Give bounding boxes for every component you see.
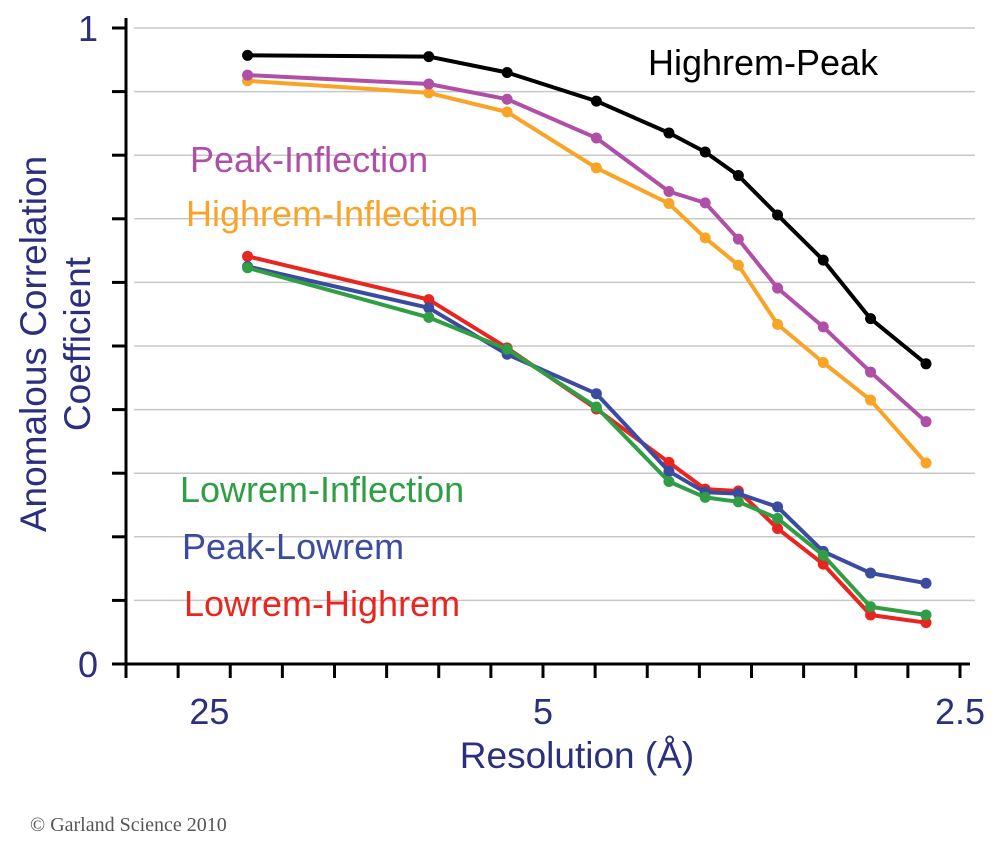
data-point-peak-inflection — [501, 93, 513, 105]
x-tick-label: 25 — [189, 691, 229, 732]
data-point-lowrem-inflection — [920, 609, 932, 621]
data-point-lowrem-inflection — [590, 401, 602, 413]
data-point-lowrem-inflection — [732, 496, 744, 508]
data-point-peak-inflection — [920, 416, 932, 428]
data-point-lowrem-highrem — [865, 609, 877, 621]
data-point-highrem-inflection — [920, 457, 932, 469]
data-point-lowrem-inflection — [772, 512, 784, 524]
data-point-highrem-peak — [423, 51, 435, 63]
data-point-peak-inflection — [590, 132, 602, 144]
legend-label-lowrem-highrem: Lowrem-Highrem — [184, 583, 460, 624]
data-point-highrem-inflection — [699, 232, 711, 244]
data-point-highrem-peak — [920, 358, 932, 370]
data-point-highrem-inflection — [501, 106, 513, 118]
series-line-peak-inflection — [245, 73, 928, 424]
data-point-peak-lowrem — [920, 577, 932, 589]
data-point-peak-inflection — [242, 69, 254, 81]
data-point-peak-lowrem — [865, 567, 877, 579]
data-point-lowrem-highrem — [817, 558, 829, 570]
data-point-peak-lowrem — [423, 302, 435, 314]
data-point-lowrem-highrem — [423, 294, 435, 306]
data-point-peak-lowrem — [590, 388, 602, 400]
data-point-lowrem-inflection — [423, 311, 435, 323]
data-point-peak-inflection — [865, 366, 877, 378]
data-point-highrem-peak — [590, 95, 602, 107]
data-point-highrem-inflection — [865, 394, 877, 406]
data-point-peak-inflection — [663, 185, 675, 197]
data-point-lowrem-inflection — [242, 262, 254, 274]
data-point-lowrem-highrem — [242, 250, 254, 262]
data-point-peak-inflection — [817, 321, 829, 333]
y-axis-label: Anomalous Correlation — [13, 156, 54, 532]
x-axis-label: Resolution (Å) — [460, 735, 694, 776]
data-point-lowrem-highrem — [663, 456, 675, 468]
data-point-peak-inflection — [699, 197, 711, 209]
data-point-highrem-inflection — [590, 162, 602, 174]
y-tick-label: 1 — [78, 8, 98, 49]
legend-label-lowrem-inflection: Lowrem-Inflection — [180, 469, 464, 510]
data-point-lowrem-inflection — [865, 601, 877, 613]
data-point-highrem-peak — [817, 254, 829, 266]
legend-label-highrem-peak: Highrem-Peak — [648, 42, 879, 83]
data-point-peak-lowrem — [772, 501, 784, 513]
data-point-lowrem-inflection — [663, 475, 675, 487]
data-point-highrem-peak — [501, 67, 513, 79]
data-point-peak-lowrem — [732, 488, 744, 500]
data-point-peak-inflection — [772, 282, 784, 294]
y-axis-label: Coefficient — [57, 256, 98, 431]
data-point-peak-inflection — [423, 78, 435, 90]
data-point-highrem-peak — [663, 127, 675, 139]
data-point-lowrem-inflection — [501, 343, 513, 355]
legend-label-highrem-inflection: Highrem-Inflection — [186, 193, 478, 234]
data-point-highrem-inflection — [732, 259, 744, 271]
data-point-peak-inflection — [732, 233, 744, 245]
data-point-lowrem-highrem — [920, 617, 932, 629]
x-tick-label: 5 — [533, 691, 553, 732]
data-point-highrem-inflection — [663, 198, 675, 210]
data-point-highrem-peak — [732, 170, 744, 182]
data-point-highrem-inflection — [423, 87, 435, 99]
data-point-highrem-peak — [865, 313, 877, 325]
data-point-lowrem-highrem — [772, 523, 784, 535]
data-point-lowrem-inflection — [817, 549, 829, 561]
data-point-highrem-peak — [242, 49, 254, 61]
data-point-highrem-inflection — [817, 357, 829, 369]
data-point-highrem-peak — [772, 209, 784, 221]
y-tick-label: 0 — [78, 644, 98, 685]
data-point-highrem-peak — [699, 146, 711, 158]
copyright-credit: © Garland Science 2010 — [30, 814, 227, 836]
data-point-peak-lowrem — [663, 465, 675, 477]
data-point-highrem-inflection — [772, 318, 784, 330]
data-point-lowrem-inflection — [699, 491, 711, 503]
legend-label-peak-lowrem: Peak-Lowrem — [182, 526, 404, 567]
x-tick-label: 2.5 — [935, 691, 985, 732]
legend-label-peak-inflection: Peak-Inflection — [190, 139, 428, 180]
